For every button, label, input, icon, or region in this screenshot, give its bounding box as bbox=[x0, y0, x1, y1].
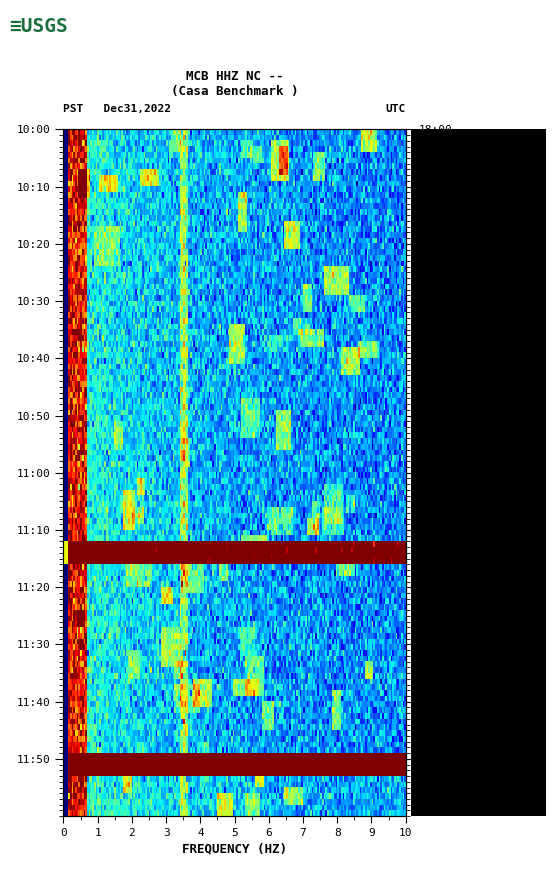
Text: PST   Dec31,2022: PST Dec31,2022 bbox=[63, 104, 172, 114]
Text: (Casa Benchmark ): (Casa Benchmark ) bbox=[171, 85, 298, 98]
Text: MCB HHZ NC --: MCB HHZ NC -- bbox=[186, 70, 283, 83]
Text: UTC: UTC bbox=[385, 104, 406, 114]
Text: ≡USGS: ≡USGS bbox=[9, 17, 68, 37]
X-axis label: FREQUENCY (HZ): FREQUENCY (HZ) bbox=[182, 842, 287, 855]
